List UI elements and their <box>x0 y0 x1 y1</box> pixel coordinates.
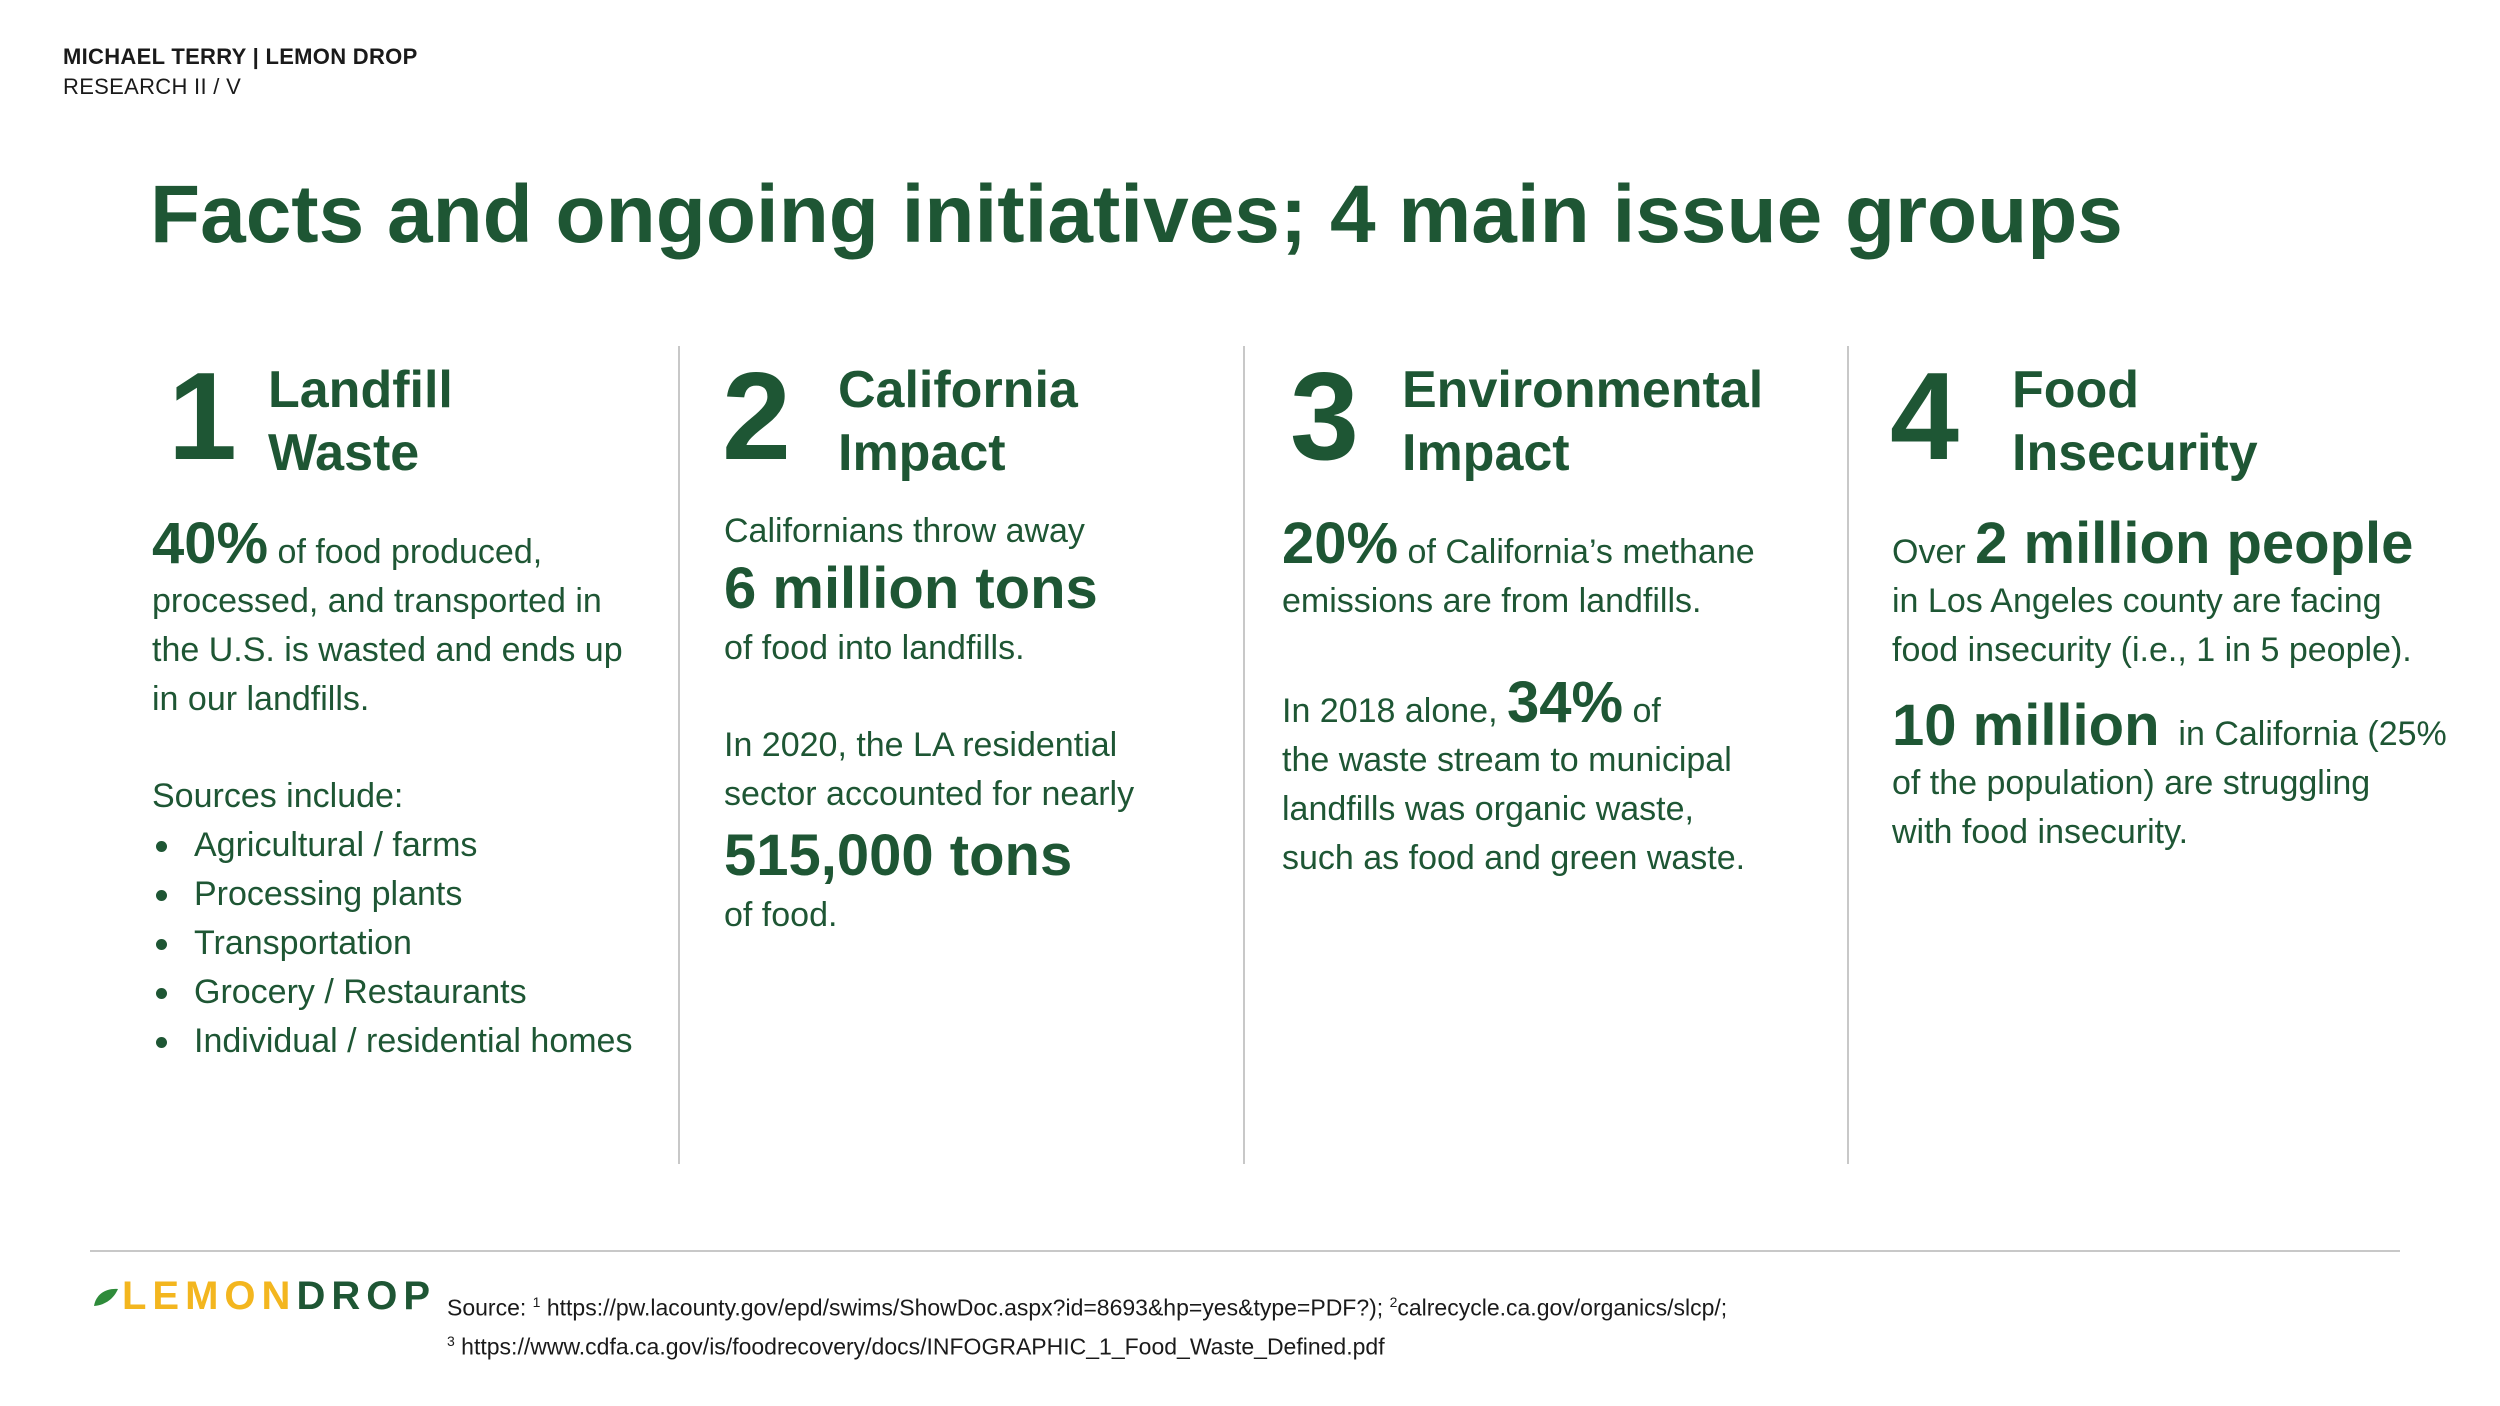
issue-heading: Environmental Impact <box>1402 359 1763 485</box>
stat-value: 20% <box>1282 511 1399 576</box>
heading-line: Landfill <box>268 361 453 419</box>
heading-line: Food <box>2012 361 2140 419</box>
heading-line: Impact <box>838 424 1006 482</box>
sources-label: Sources include: <box>152 777 404 815</box>
source-link: calrecycle.ca.gov/organics/slcp/; <box>1397 1294 1728 1321</box>
list-item: Grocery / Restaurants <box>152 968 632 1017</box>
heading-line: Environmental <box>1402 361 1764 419</box>
logo-lemon-text: LEMON <box>122 1274 297 1318</box>
stat-value: 2 million people <box>1975 511 2414 576</box>
body-line: of the population) are struggling <box>1892 764 2371 802</box>
lemondrop-logo: LEMONDROP <box>92 1274 436 1319</box>
slide-header: MICHAEL TERRY | LEMON DROP RESEARCH II /… <box>63 44 418 100</box>
stat-line: 10 million in California (25% <box>1892 697 2447 759</box>
body-line: in Los Angeles county are facing <box>1892 582 2382 620</box>
body-line: food insecurity (i.e., 1 in 5 people). <box>1892 631 2412 669</box>
body-line: landfills was organic waste, <box>1282 790 1694 828</box>
footer-divider <box>90 1250 2400 1252</box>
source-link: https://www.cdfa.ca.gov/is/foodrecovery/… <box>454 1333 1385 1360</box>
body-text: In 2018 alone, <box>1282 692 1507 730</box>
stat-value: 10 million <box>1892 693 2160 758</box>
issue-body: Californians throw away 6 million tons o… <box>724 507 1134 940</box>
body-line: In 2020, the LA residential <box>724 726 1118 764</box>
stat-value: 34% <box>1506 670 1624 735</box>
issue-body: 20% of California’s methane emissions ar… <box>1282 515 1755 883</box>
author-line: MICHAEL TERRY | LEMON DROP <box>63 44 418 69</box>
leaf-icon <box>94 1288 118 1306</box>
issue-heading: Landfill Waste <box>268 359 453 485</box>
stat-line: 40% of food produced, <box>152 515 632 577</box>
stat-line: Over 2 million people <box>1892 515 2447 577</box>
body-line: with food insecurity. <box>1892 813 2189 851</box>
issue-body: Over 2 million people in Los Angeles cou… <box>1892 515 2447 857</box>
stat-line: 20% of California’s methane <box>1282 515 1755 577</box>
column-divider <box>1243 346 1245 1164</box>
issue-number: 1 <box>168 348 237 486</box>
body-line: sector accounted for nearly <box>724 775 1135 813</box>
list-item: Transportation <box>152 919 632 968</box>
body-line: of food. <box>724 896 838 934</box>
body-line: Californians throw away <box>724 512 1085 550</box>
section-line: RESEARCH II / V <box>63 74 242 99</box>
issue-heading: Food Insecurity <box>2012 359 2258 485</box>
footnote-marker: 3 <box>447 1332 455 1349</box>
stat-text: of California’s methane <box>1398 533 1755 571</box>
body-line: processed, and transported in <box>152 582 602 620</box>
issue-number: 2 <box>722 348 791 486</box>
heading-line: Waste <box>268 424 420 482</box>
footnote-marker: 2 <box>1389 1294 1398 1310</box>
column-divider <box>678 346 680 1164</box>
list-item: Processing plants <box>152 870 632 919</box>
body-line: in our landfills. <box>152 680 370 718</box>
heading-line: Impact <box>1402 424 1570 482</box>
stat-value: 40% <box>152 511 269 576</box>
footnote-marker: 1 <box>532 1294 541 1310</box>
list-item: Agricultural / farms <box>152 821 632 870</box>
body-line: the U.S. is wasted and ends up <box>152 631 623 669</box>
logo-wordmark: LEMONDROP <box>122 1274 436 1319</box>
stat-value: 515,000 tons <box>724 823 1073 888</box>
body-line: such as food and green waste. <box>1282 839 1746 877</box>
issue-number: 3 <box>1290 348 1359 486</box>
heading-line: Insecurity <box>2012 424 2258 482</box>
source-link: https://pw.lacounty.gov/epd/swims/ShowDo… <box>540 1294 1390 1321</box>
body-line: emissions are from landfills. <box>1282 582 1702 620</box>
body-text: in California (25% <box>2159 715 2447 753</box>
source-line-1: Source: 1 https://pw.lacounty.gov/epd/sw… <box>447 1286 1727 1325</box>
heading-line: California <box>838 361 1078 419</box>
body-text: Over <box>1892 533 1976 571</box>
logo-drop-text: DROP <box>296 1274 437 1318</box>
stat-text: of food produced, <box>268 533 543 571</box>
body-line: the waste stream to municipal <box>1282 741 1732 779</box>
slide-title: Facts and ongoing initiatives; 4 main is… <box>150 169 2123 260</box>
body-line: of food into landfills. <box>724 629 1025 667</box>
sources-list: Agricultural / farms Processing plants T… <box>152 821 632 1066</box>
list-item: Individual / residential homes <box>152 1017 632 1066</box>
body-text: of <box>1623 692 1661 730</box>
stat-value: 6 million tons <box>724 556 1098 621</box>
issue-heading: California Impact <box>838 359 1078 485</box>
column-divider <box>1847 346 1849 1164</box>
source-line-2: 3 https://www.cdfa.ca.gov/is/foodrecover… <box>447 1325 1727 1364</box>
issue-number: 4 <box>1890 348 1959 486</box>
source-label: Source: <box>447 1294 533 1321</box>
stat-line: In 2018 alone, 34% of <box>1282 674 1755 736</box>
issue-body: 40% of food produced, processed, and tra… <box>152 515 632 1066</box>
source-citation: Source: 1 https://pw.lacounty.gov/epd/sw… <box>447 1286 1727 1363</box>
